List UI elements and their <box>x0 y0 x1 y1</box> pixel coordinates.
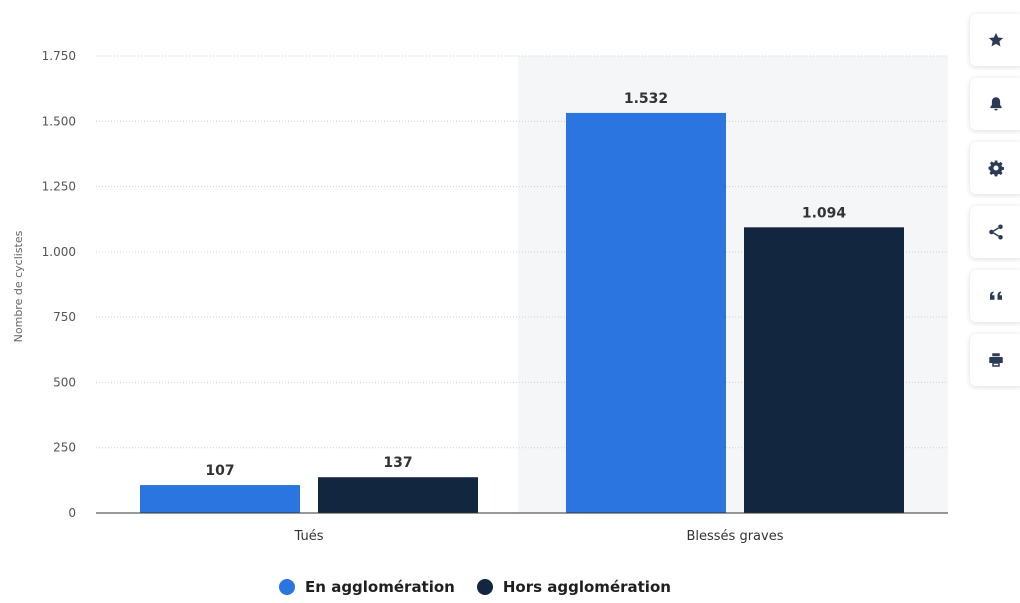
x-category-label: Tués <box>294 529 324 544</box>
chart-legend: En agglomération Hors agglomération <box>0 578 950 596</box>
y-axis-ticks: 0 250 500 750 1.000 1.250 1.500 1.750 <box>42 49 76 520</box>
star-icon <box>988 32 1004 47</box>
share-icon <box>989 224 1003 240</box>
legend-label-hors-agglomeration: Hors agglomération <box>502 578 671 596</box>
bar-chart: 0 250 500 750 1.000 1.250 1.500 1.750 Nombre de… <box>12 49 948 544</box>
share-button[interactable] <box>970 206 1020 258</box>
data-labels: 107 137 1.532 1.094 <box>205 91 846 479</box>
legend-label-en-agglomeration: En agglomération <box>305 578 455 596</box>
legend-item-en-agglomeration[interactable]: En agglomération <box>279 578 455 596</box>
legend-dot-en-agglomeration <box>279 579 296 595</box>
bell-icon <box>990 97 1002 111</box>
chart-toolbar <box>970 14 1020 386</box>
legend-dot-hors-agglomeration <box>476 579 493 595</box>
print-icon <box>989 353 1003 367</box>
y-tick-label: 1.000 <box>42 245 76 259</box>
y-tick-label: 1.500 <box>42 114 76 128</box>
gear-icon <box>988 160 1004 177</box>
bar <box>140 485 300 513</box>
y-axis-title: Nombre de cyclistes <box>12 230 25 342</box>
x-category-label: Blessés graves <box>686 529 783 544</box>
y-tick-label: 250 <box>53 441 76 455</box>
legend-item-hors-agglomeration[interactable]: Hors agglomération <box>476 578 671 596</box>
bars <box>140 112 904 514</box>
y-tick-label: 1.250 <box>42 180 76 194</box>
print-button[interactable] <box>970 334 1020 386</box>
y-tick-label: 750 <box>53 310 76 324</box>
notification-button[interactable] <box>970 78 1020 130</box>
bar <box>566 112 726 514</box>
bar <box>744 227 904 514</box>
data-label: 137 <box>383 455 412 471</box>
y-tick-label: 0 <box>68 506 76 520</box>
x-axis-categories: Tués Blessés graves <box>294 529 784 544</box>
favorite-button[interactable] <box>970 14 1020 66</box>
data-label: 107 <box>205 463 234 479</box>
y-gridlines <box>96 55 948 449</box>
y-tick-label: 1.750 <box>42 49 76 63</box>
bar <box>318 477 478 513</box>
quote-icon <box>990 291 1002 300</box>
cite-button[interactable] <box>970 270 1020 322</box>
data-label: 1.094 <box>802 205 847 221</box>
y-tick-label: 500 <box>53 375 76 389</box>
settings-button[interactable] <box>970 142 1020 194</box>
data-label: 1.532 <box>624 91 668 107</box>
